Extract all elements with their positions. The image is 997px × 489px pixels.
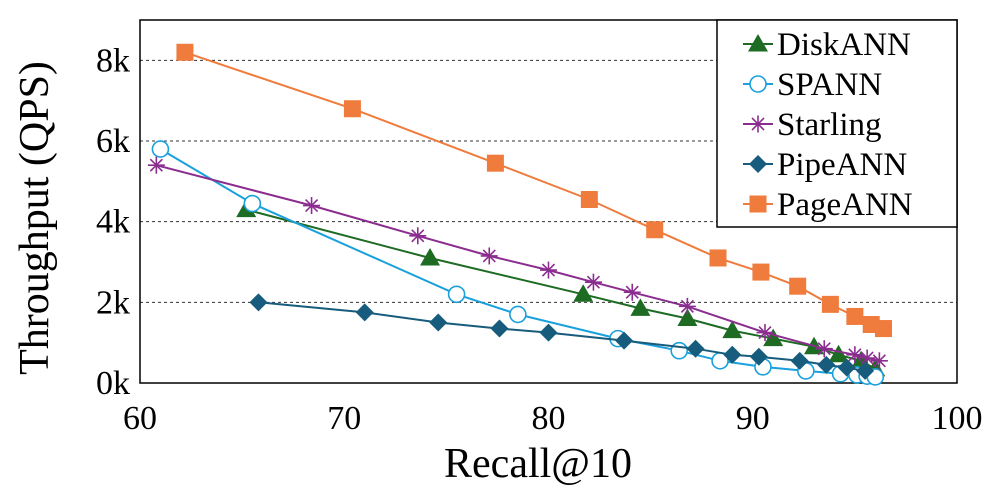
pipeann-point [723, 345, 742, 364]
pipeann-point [686, 339, 705, 358]
pipeann-point [429, 313, 448, 332]
legend-label-starling: Starling [777, 107, 882, 143]
diskann-point [722, 320, 743, 339]
y-tick-label: 4k [96, 204, 130, 241]
legend-label-pageann: PageANN [777, 187, 913, 223]
legend-label-spann: SPANN [777, 67, 882, 103]
pageann-point [486, 154, 504, 172]
legend-item-diskann: DiskANN [743, 27, 911, 63]
pipeann-point [817, 355, 836, 374]
spann-point [670, 341, 689, 360]
starling-point [584, 273, 602, 291]
legend-item-pageann: PageANN [743, 187, 913, 223]
pipeann-point [249, 293, 268, 312]
diskann-point [630, 298, 651, 316]
starling-point [858, 349, 876, 367]
starling-point [870, 352, 888, 370]
pageann-point [821, 295, 839, 313]
tick-labels: 0k 2k 4k 6k 8k 60 70 80 90 100 [96, 42, 983, 437]
legend-marker-starling [749, 115, 767, 133]
pipeann-point [790, 351, 809, 370]
series-spann [151, 140, 885, 386]
spann-point [151, 140, 170, 158]
y-tick-label: 6k [96, 123, 130, 160]
pageann-point [752, 263, 770, 281]
pipeann-point [490, 319, 509, 338]
pageann-point [646, 221, 664, 239]
diskann-point [677, 308, 698, 326]
pipeann-point [749, 347, 768, 366]
pipeann-point [355, 303, 374, 322]
starling-point [756, 324, 774, 342]
starling-point [147, 156, 165, 174]
pageann-point [789, 277, 807, 295]
diskann-point [763, 328, 784, 347]
starling-point [409, 227, 427, 245]
legend-marker-diskann [748, 34, 768, 52]
x-tick-label: 80 [532, 400, 566, 437]
series-diskann [236, 199, 886, 377]
pageann-point [709, 249, 727, 267]
diskann-point [828, 344, 849, 363]
y-tick-label: 0k [96, 365, 130, 402]
pipeann-point [837, 358, 856, 377]
starling-point [303, 197, 321, 215]
series-pipeann [249, 293, 875, 380]
series-starling [147, 156, 888, 370]
legend-item-starling: Starling [743, 107, 882, 143]
x-tick-label: 70 [327, 400, 361, 437]
legend: DiskANN SPANN Starling PipeANN PageANN [716, 19, 958, 228]
y-axis-title: Throughput (QPS) [12, 61, 58, 375]
diskann-point [420, 247, 441, 266]
pageann-point [343, 100, 361, 118]
pageann-point [580, 190, 598, 208]
legend-item-spann: SPANN [743, 67, 882, 103]
x-tick-label: 100 [932, 400, 983, 437]
legend-item-pipeann: PipeANN [743, 147, 907, 183]
spann-point [243, 194, 262, 213]
legend-label-pipeann: PipeANN [777, 147, 907, 183]
spann-point [447, 285, 466, 304]
pipeann-point [539, 323, 558, 342]
legend-marker-pipeann [749, 155, 767, 173]
y-tick-label: 8k [96, 42, 130, 79]
starling-point [480, 247, 498, 265]
x-tick-label: 90 [736, 400, 770, 437]
pipeann-point [856, 361, 875, 380]
starling-point [815, 340, 833, 358]
series-pageann [176, 43, 892, 338]
spann-point [509, 305, 527, 324]
x-tick-label: 60 [123, 400, 157, 437]
starling-point [540, 261, 557, 279]
legend-marker-pageann [749, 195, 767, 213]
pageann-point [176, 43, 194, 61]
starling-point [846, 346, 864, 364]
x-axis-title: Recall@10 [444, 441, 632, 487]
legend-marker-spann [749, 75, 767, 93]
pipeann-point [615, 331, 634, 350]
starling-point [623, 283, 641, 301]
starling-point [678, 297, 696, 315]
legend-label-diskann: DiskANN [777, 27, 911, 63]
series-layer [147, 43, 892, 386]
pageann-point [846, 307, 864, 325]
pageann-point [874, 320, 892, 338]
y-tick-label: 2k [96, 284, 130, 321]
diskann-point [573, 284, 594, 302]
